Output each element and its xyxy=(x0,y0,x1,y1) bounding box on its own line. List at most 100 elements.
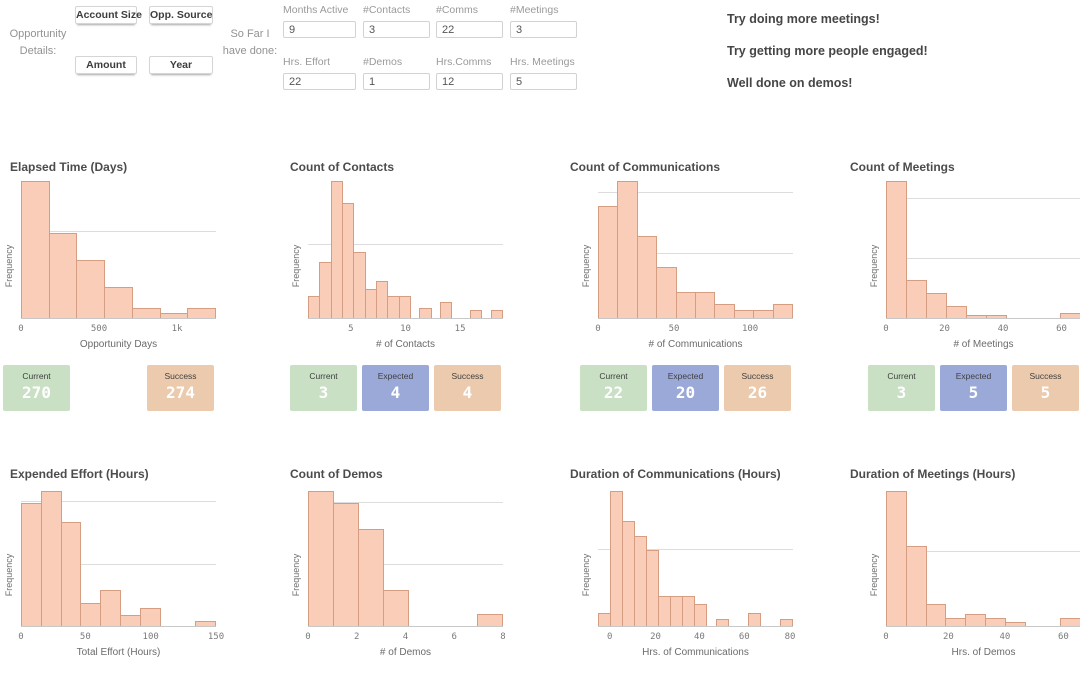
histogram-bar[interactable] xyxy=(21,503,42,626)
histogram-bar[interactable] xyxy=(490,309,503,318)
histogram-bars xyxy=(308,491,503,626)
field-demos: #Demos xyxy=(363,56,430,90)
x-axis-ticks: 5 10 15 xyxy=(308,324,503,335)
chart-duration-of-communications: Duration of Communications (Hours) Frequ… xyxy=(560,460,840,675)
histogram-bar[interactable] xyxy=(986,315,1007,318)
histogram-bar[interactable] xyxy=(469,309,483,318)
histogram-bar[interactable] xyxy=(733,309,755,318)
histogram-bar[interactable] xyxy=(100,589,121,626)
histogram-bar[interactable] xyxy=(1060,312,1080,318)
x-tick-label: 150 xyxy=(207,632,225,642)
so-far-label: So Far I have done: xyxy=(222,28,278,57)
histogram-bar[interactable] xyxy=(748,612,761,626)
histogram-bar[interactable] xyxy=(21,181,50,318)
histogram-bar[interactable] xyxy=(636,235,658,318)
histogram-bar[interactable] xyxy=(772,304,794,318)
histogram-bar[interactable] xyxy=(646,550,659,626)
filter-amount-button[interactable]: Amount xyxy=(75,56,137,74)
histogram-bar[interactable] xyxy=(906,279,927,318)
histogram-bar[interactable] xyxy=(716,619,729,626)
histogram-bar[interactable] xyxy=(119,615,141,626)
chart-title: Duration of Communications (Hours) xyxy=(570,467,781,481)
histogram-bar[interactable] xyxy=(905,546,927,626)
histogram-bar[interactable] xyxy=(104,286,133,318)
histogram-plot[interactable] xyxy=(886,181,1080,319)
histogram-bar[interactable] xyxy=(40,491,62,626)
histogram-bar[interactable] xyxy=(48,233,78,318)
histogram-bar[interactable] xyxy=(675,291,697,318)
histogram-bar[interactable] xyxy=(617,181,638,318)
histogram-bar[interactable] xyxy=(695,291,716,318)
histogram-bar[interactable] xyxy=(477,613,503,626)
filter-year-button[interactable]: Year xyxy=(149,56,213,74)
histogram-bar[interactable] xyxy=(886,181,907,318)
histogram-plot[interactable] xyxy=(21,181,217,319)
histogram-bar[interactable] xyxy=(333,503,359,626)
histogram-plot[interactable] xyxy=(598,491,793,627)
histogram-plot[interactable] xyxy=(598,181,794,319)
chart-count-of-demos: Count of Demos Frequency 0 2 4 6 8 # of Demo… xyxy=(280,460,550,675)
histogram-bar[interactable] xyxy=(1004,621,1026,626)
kpi-label: Current xyxy=(309,371,338,381)
filter-account-size-button[interactable]: Account Size xyxy=(75,6,142,24)
histogram-bar[interactable] xyxy=(439,301,453,318)
histogram-bar[interactable] xyxy=(694,604,707,626)
histogram-bar[interactable] xyxy=(159,312,189,318)
histogram-bar[interactable] xyxy=(1060,617,1080,626)
histogram-plot[interactable] xyxy=(886,491,1080,627)
meetings-input[interactable] xyxy=(510,21,577,38)
histogram-bar[interactable] xyxy=(714,304,735,318)
histogram-plot[interactable] xyxy=(308,181,503,319)
histogram-bar[interactable] xyxy=(965,613,986,626)
gridline xyxy=(308,244,503,246)
histogram-bar[interactable] xyxy=(80,603,102,626)
histogram-bar[interactable] xyxy=(419,308,432,318)
histogram-bars xyxy=(598,491,793,626)
histogram-bar[interactable] xyxy=(966,315,987,318)
x-tick-label: 4 xyxy=(402,632,409,642)
field-hrs-comms: Hrs.Comms xyxy=(436,56,503,90)
hrs-effort-input[interactable] xyxy=(283,73,356,90)
histogram-bar[interactable] xyxy=(187,308,217,318)
kpi-row: Current 270 Success 274 xyxy=(3,365,214,411)
histogram-plot[interactable] xyxy=(21,491,216,627)
chart-count-of-communications: Count of Communications Frequency 0 50 100… xyxy=(560,155,840,425)
histogram-bar[interactable] xyxy=(598,205,619,318)
histogram-bar[interactable] xyxy=(195,620,216,626)
histogram-bar[interactable] xyxy=(358,528,384,626)
demos-input[interactable] xyxy=(363,73,430,90)
histogram-bar[interactable] xyxy=(926,293,947,318)
x-tick-label: 0 xyxy=(883,632,889,642)
histogram-bar[interactable] xyxy=(945,617,967,626)
comms-input[interactable] xyxy=(436,21,503,38)
histogram-bar[interactable] xyxy=(946,305,967,318)
histogram-bar[interactable] xyxy=(886,491,907,626)
contacts-input[interactable] xyxy=(363,21,430,38)
histogram-bar[interactable] xyxy=(383,589,409,626)
histogram-bar[interactable] xyxy=(398,296,411,318)
kpi-label: Success xyxy=(164,371,197,381)
x-axis-label: Opportunity Days xyxy=(79,339,158,350)
histogram-plot[interactable] xyxy=(308,491,503,627)
histogram-bar[interactable] xyxy=(308,491,334,626)
histogram-bar[interactable] xyxy=(60,522,82,626)
hrs-comms-input[interactable] xyxy=(436,73,503,90)
filter-opp-source-button[interactable]: Opp. Source xyxy=(149,6,213,24)
histogram-bar[interactable] xyxy=(925,604,947,626)
histogram-bar[interactable] xyxy=(353,252,366,318)
x-axis-label: Total Effort (Hours) xyxy=(76,647,161,658)
histogram-bar[interactable] xyxy=(984,617,1006,626)
histogram-bar[interactable] xyxy=(139,608,161,626)
histogram-bar[interactable] xyxy=(753,309,774,318)
months-active-input[interactable] xyxy=(283,21,356,38)
x-tick-label: 1k xyxy=(171,324,183,334)
hrs-meetings-input[interactable] xyxy=(510,73,577,90)
histogram-bar[interactable] xyxy=(656,267,677,318)
kpi-current: Current 270 xyxy=(3,365,70,411)
y-axis-label: Frequency xyxy=(581,244,591,287)
kpi-current: Current 3 xyxy=(290,365,357,411)
histogram-bar[interactable] xyxy=(780,619,793,626)
kpi-label: Current xyxy=(887,371,916,381)
histogram-bar[interactable] xyxy=(131,308,161,318)
histogram-bar[interactable] xyxy=(76,260,106,318)
